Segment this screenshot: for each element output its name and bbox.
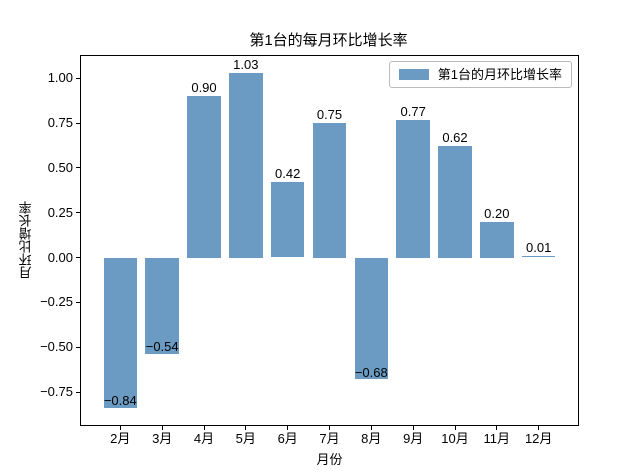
y-tick-mark	[76, 212, 80, 214]
x-tick-label: 6月	[277, 431, 298, 446]
x-tick-label: 4月	[193, 431, 215, 446]
bar-value-label: 0.75	[316, 107, 343, 123]
bar-value-label: 0.77	[400, 103, 426, 119]
bar-10月	[438, 146, 472, 258]
legend-swatch	[398, 69, 429, 80]
bar-value-label: 1.03	[233, 56, 259, 72]
bar-value-label: 0.20	[484, 205, 510, 221]
bar-value-label: 0.01	[526, 239, 552, 255]
bar-value-label: −0.68	[354, 364, 388, 380]
x-tick-mark	[454, 426, 456, 430]
legend: 第1台的月环比增长率	[388, 61, 572, 88]
y-tick-label: 0.75	[47, 115, 73, 131]
x-tick-mark	[496, 426, 498, 430]
x-tick-label: 3月	[152, 431, 173, 446]
x-tick-label: 2月	[110, 431, 131, 446]
bar-value-label: 0.90	[191, 80, 217, 96]
x-tick-label: 11月	[483, 431, 511, 446]
bar-value-label: 0.42	[275, 166, 301, 182]
plot-area: −0.84 −0.54 0.90 1.03 0.42 0.75 −0.68 0.77 0.62 0…	[19, 55, 579, 467]
y-tick-label: 0.25	[47, 204, 73, 220]
bar-value-label: −0.84	[103, 393, 137, 409]
bar-8月	[354, 257, 389, 380]
y-tick-mark	[76, 391, 80, 393]
y-tick-mark	[76, 257, 80, 258]
x-tick-mark	[161, 426, 163, 430]
bar-12月	[521, 255, 556, 258]
y-tick-label: 0.50	[47, 159, 73, 175]
y-tick-label: −0.25	[40, 294, 73, 310]
y-axis-label: 月环比增长率	[18, 201, 34, 280]
bar-3月	[145, 257, 179, 355]
bar-value-label: −0.54	[145, 339, 179, 355]
x-tick-label: 7月	[319, 431, 340, 446]
x-tick-mark	[287, 426, 289, 430]
x-tick-label: 10月	[441, 431, 469, 446]
y-tick-mark	[76, 77, 80, 79]
x-tick-mark	[538, 426, 540, 430]
x-tick-label: 9月	[403, 431, 424, 446]
bar-2月	[103, 257, 138, 409]
bar-6月	[270, 182, 305, 258]
y-tick-mark	[76, 122, 80, 124]
bar-9月	[396, 119, 430, 258]
bar-11月	[480, 221, 514, 258]
y-tick-label: −0.75	[40, 384, 73, 399]
chart-title: 第1台的每月环比增长率	[249, 32, 408, 49]
y-tick-mark	[76, 301, 80, 303]
x-tick-mark	[203, 426, 205, 430]
bar-value-label: 0.62	[442, 130, 468, 146]
x-axis-label: 月份	[316, 452, 343, 467]
legend-label: 第1台的月环比增长率	[437, 67, 562, 82]
y-tick-label: −0.50	[40, 339, 73, 355]
y-tick-mark	[76, 167, 80, 169]
x-tick-mark	[370, 426, 372, 430]
x-tick-mark	[412, 426, 414, 430]
x-tick-mark	[245, 426, 247, 430]
y-tick-label: 0.00	[47, 249, 73, 265]
x-tick-mark	[119, 426, 121, 430]
bar-7月	[312, 123, 347, 258]
bar-5月	[229, 72, 263, 258]
y-tick-mark	[76, 346, 80, 348]
x-tick-mark	[329, 426, 330, 430]
x-tick-label: 12月	[524, 431, 553, 446]
x-tick-label: 5月	[235, 431, 256, 446]
bar-4月	[187, 96, 221, 258]
x-tick-label: 8月	[361, 431, 382, 446]
y-tick-label: 1.00	[47, 70, 73, 86]
